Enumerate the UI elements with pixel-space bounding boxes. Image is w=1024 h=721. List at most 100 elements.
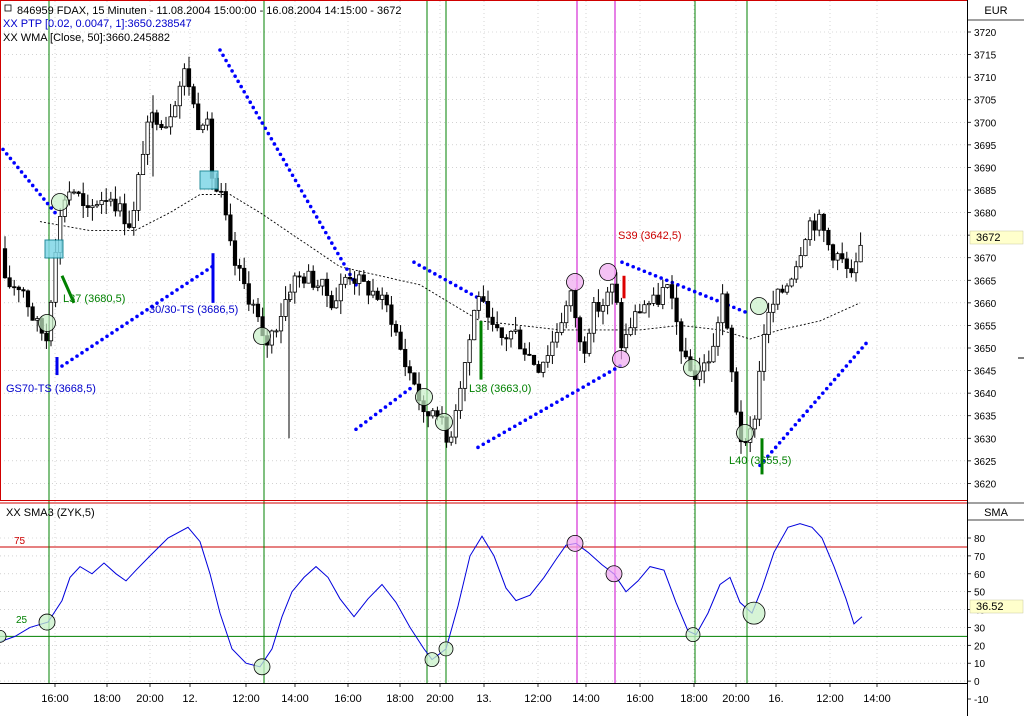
ptp-dot [296, 183, 301, 188]
candle-bear [347, 276, 353, 280]
oscillator-value: 36.52 [976, 601, 1004, 613]
candle-bull [117, 203, 123, 212]
ptp-dot [150, 304, 154, 309]
ptp-dot [245, 95, 249, 99]
candle-bear [76, 191, 81, 194]
candle-bull [835, 253, 840, 261]
candle-bear [159, 123, 164, 128]
candle-bear [527, 353, 532, 356]
annotation-ts3030: 30/30-TS (3686,5) [149, 304, 238, 316]
ptp-dot [218, 48, 222, 52]
ptp-dot [230, 69, 234, 73]
candle-bear [577, 317, 583, 343]
ptp-dot [180, 284, 184, 289]
time-tick-label: 16. [768, 693, 783, 705]
ptp-dot [254, 110, 259, 115]
candle-bull [150, 112, 155, 123]
oscillator-long-circle [742, 601, 766, 625]
time-tick-label: 16:00 [626, 693, 654, 705]
ptp-dot [263, 126, 268, 131]
oscillator-value-tag: 36.52 [969, 599, 1024, 614]
time-tick-label: 13. [476, 693, 491, 705]
ptp-dot [602, 373, 607, 377]
candle-bear [246, 283, 251, 305]
time-tick-label: 12. [182, 693, 197, 705]
candle-bear [209, 118, 215, 179]
ptp-dot [272, 142, 277, 146]
oscillator-long-circle [424, 652, 440, 668]
candle-bear [81, 193, 86, 206]
candle-bear [7, 277, 12, 288]
candle-bear [490, 316, 495, 325]
candle-bull [508, 330, 514, 340]
ptp-dot [824, 386, 829, 391]
candle-bull [623, 334, 629, 349]
oscillator-long-circle [253, 658, 271, 676]
ptp-dot [502, 430, 507, 435]
candle-bull [702, 362, 707, 372]
ptp-dot [448, 280, 453, 285]
candle-bear [186, 68, 192, 88]
oscillator-tick-label: -10 [974, 695, 989, 706]
ptp-dot [491, 436, 496, 441]
ptp-dot [539, 409, 543, 414]
candle-bull [591, 302, 596, 334]
ptp-dot [836, 373, 841, 377]
ptp-dot [813, 400, 817, 404]
candle-bull [320, 278, 325, 287]
price-tick-label: 3660 [974, 299, 997, 310]
ptp-dot [373, 412, 378, 417]
candle-bull [292, 275, 297, 293]
ptp-dot [497, 433, 501, 438]
ptp-dot [518, 421, 522, 426]
candle-bull [545, 355, 550, 363]
ptp-dot [648, 271, 652, 276]
ptp-dot [305, 199, 310, 204]
annotation-l38: L38 (3663,0) [469, 383, 531, 395]
candle-bear [44, 332, 49, 342]
ptp-dot [653, 273, 658, 278]
candle-bear [127, 223, 132, 228]
ptp-dot [185, 281, 189, 286]
candle-bear [104, 200, 109, 202]
candle-bear [495, 324, 500, 329]
ptp-dot [393, 397, 398, 402]
chart-header: 846959 FDAX, 15 Minuten - 11.08.2004 15:… [3, 4, 401, 44]
candle-bull [642, 304, 647, 314]
ptp-dot [570, 391, 575, 395]
ptp-dot [16, 165, 20, 170]
oscillator-grid [0, 537, 967, 682]
ptp-dot [342, 262, 346, 266]
price-tick-label: 3690 [974, 163, 997, 174]
ptp-dot [120, 324, 124, 329]
ptp-dot [323, 230, 328, 235]
ptp-dot [308, 204, 313, 209]
candle-bear [582, 341, 587, 354]
oscillator-long-circle [0, 629, 7, 643]
wma-line [39, 194, 861, 340]
ptp-dot [817, 395, 821, 400]
oscillator-title: XX SMA3 (ZYK,5) [6, 507, 95, 519]
ptp-dot [4, 152, 9, 156]
ptp-dot [140, 311, 144, 315]
ptp-dot [293, 178, 298, 183]
ptp-dot [781, 436, 786, 441]
candle-bull [628, 327, 633, 336]
candle-bear [21, 289, 26, 292]
candle-bear [518, 329, 523, 350]
price-tick-label: 3695 [974, 141, 997, 152]
candle-bear [481, 296, 486, 302]
time-tick-label: 20:00 [136, 693, 164, 705]
candle-bear [614, 283, 619, 303]
ptp-dot [125, 321, 129, 325]
candle-bull [334, 300, 339, 309]
candle-bear [361, 274, 366, 282]
candle-bear [228, 214, 233, 242]
price-tick-label: 3710 [974, 73, 997, 84]
candle-bull [136, 174, 141, 211]
candle-bear [412, 372, 417, 385]
candle-bear [821, 213, 826, 231]
ptp-dot [687, 287, 691, 292]
